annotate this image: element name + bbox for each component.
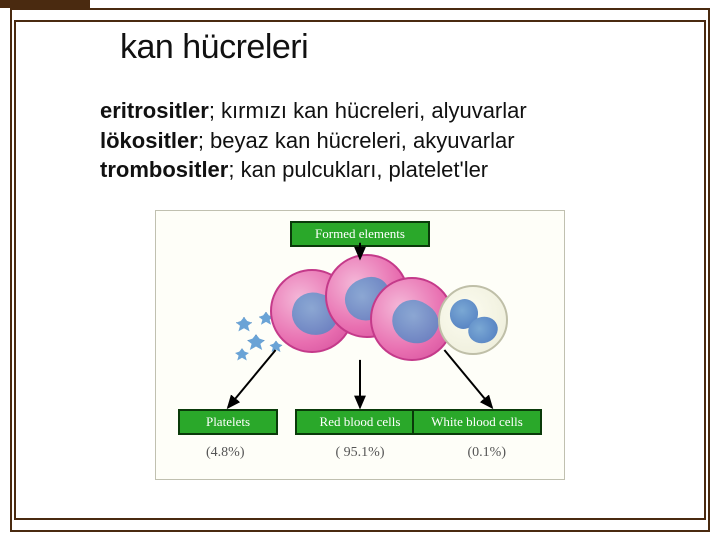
label-platelets: Platelets — [178, 409, 278, 435]
nucleus-icon — [384, 292, 446, 353]
white-blood-cell-icon — [438, 285, 508, 355]
platelet-icon — [236, 317, 252, 333]
term-lokositler: lökositler — [100, 128, 198, 153]
label-formed-elements: Formed elements — [290, 221, 430, 247]
line-eritrositler: eritrositler; kırmızı kan hücreleri, aly… — [100, 96, 660, 126]
label-red-blood-cells: Red blood cells — [295, 409, 425, 435]
platelet-icon — [247, 334, 265, 352]
pct-platelets: (4.8%) — [206, 445, 245, 461]
blood-cell-diagram: Formed elements Platelets Red blood cell… — [155, 210, 565, 480]
desc-lokositler: ; beyaz kan hücreleri, akyuvarlar — [198, 128, 515, 153]
line-trombositler: trombositler; kan pulcukları, platelet'l… — [100, 155, 660, 185]
term-eritrositler: eritrositler — [100, 98, 209, 123]
platelet-icon — [270, 341, 283, 354]
top-accent-bar — [0, 0, 90, 8]
line-lokositler: lökositler; beyaz kan hücreleri, akyuvar… — [100, 126, 660, 156]
label-white-blood-cells: White blood cells — [412, 409, 542, 435]
body-text: eritrositler; kırmızı kan hücreleri, aly… — [100, 96, 660, 185]
desc-eritrositler: ; kırmızı kan hücreleri, alyuvarlar — [209, 98, 527, 123]
platelet-icon — [235, 348, 249, 362]
slide-title: kan hücreleri — [120, 28, 308, 67]
cell-cluster — [230, 249, 490, 379]
pct-red-blood-cells: ( 95.1%) — [336, 445, 385, 461]
desc-trombositler: ; kan pulcukları, platelet'ler — [228, 157, 488, 182]
pct-white-blood-cells: (0.1%) — [468, 445, 507, 461]
term-trombositler: trombositler — [100, 157, 228, 182]
